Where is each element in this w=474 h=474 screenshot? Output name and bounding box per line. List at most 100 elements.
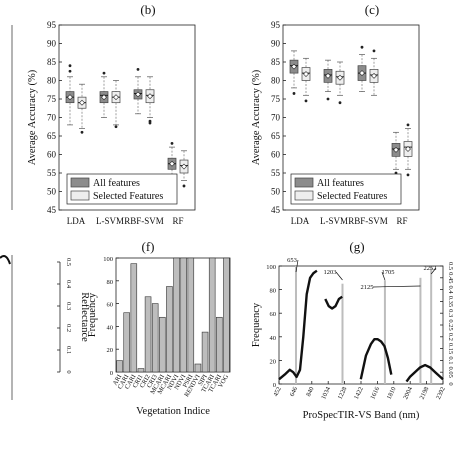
- bar: [151, 303, 159, 373]
- box-outlier: [68, 64, 72, 68]
- y-tick-label: 65: [47, 131, 57, 141]
- boxplot-panel-c: 45 50 55 60 65 70 75 80 85 90 95 Average Accuracy (…: [251, 20, 420, 226]
- legend-swatch: [294, 177, 314, 188]
- box-outlier: [114, 125, 118, 129]
- box-outlier: [170, 142, 174, 145]
- y-tick-label: 40: [270, 335, 277, 342]
- box-outlier: [148, 121, 152, 125]
- box-outlier: [406, 173, 410, 177]
- x-tick-label: 1034: [320, 385, 332, 400]
- box-mean-marker: [405, 146, 411, 152]
- legend-swatch: [294, 190, 314, 201]
- y2-tick-label: 0.15: [447, 343, 454, 354]
- x-tick-label: L-SVM: [320, 216, 348, 226]
- frequency-spike: [383, 280, 386, 384]
- y-tick-label: 60: [271, 150, 281, 160]
- y-tick-label: 20: [270, 358, 277, 365]
- bar: [180, 257, 187, 373]
- box-outlier: [304, 99, 308, 103]
- box-outlier: [292, 92, 296, 95]
- y2-tick-label: 0.1: [447, 356, 454, 364]
- box-mean-marker: [359, 70, 365, 77]
- x-tick-label: 1616: [369, 385, 381, 400]
- x-tick-label: RBF-SVM: [348, 216, 388, 226]
- y-tick-label: 80: [107, 279, 114, 286]
- bar: [173, 257, 180, 373]
- box-mean-marker: [291, 63, 297, 70]
- plot-frame: [115, 257, 231, 373]
- y-tick-label: 85: [271, 57, 281, 67]
- y-tick-label: 80: [271, 76, 281, 86]
- box-mean-marker: [101, 94, 107, 101]
- bar: [159, 316, 166, 373]
- y-tick-label: 95: [271, 20, 281, 30]
- y2-tick-label: 0.05: [447, 367, 454, 378]
- y-axis-label: Frequency: [251, 302, 262, 347]
- y-tick-label: 20: [107, 347, 114, 354]
- bar: [166, 286, 173, 373]
- box-outlier: [182, 184, 186, 188]
- band-annotation: 1203: [324, 269, 337, 276]
- legend-label: All features: [93, 178, 140, 189]
- bar: [123, 312, 130, 373]
- y-tick-label: 60: [47, 150, 57, 160]
- y2-tick-label: 0.4: [447, 286, 454, 295]
- box-mean-marker: [181, 163, 187, 170]
- x-tick-label: RF: [396, 216, 407, 226]
- box-mean-marker: [393, 146, 399, 153]
- y-axis-label: Average Accuracy (%): [251, 69, 262, 165]
- box-mean-marker: [113, 94, 119, 101]
- legend-swatch: [70, 177, 90, 188]
- panel-label-f: (f): [142, 239, 155, 254]
- band-annotation: 2252: [424, 265, 437, 272]
- boxplot-panel-b: 45 50 55 60 65 70 75 80 85 90 95 Average Accuracy (…: [27, 20, 196, 226]
- x-tick-label: 646: [289, 385, 300, 397]
- box-outlier: [68, 69, 72, 73]
- reflectance-curve: [278, 269, 318, 381]
- bar: [144, 296, 152, 373]
- y-tick-label: 100: [266, 264, 276, 271]
- annotation-arrow: [295, 259, 299, 273]
- frequency-spike: [419, 277, 422, 384]
- y2-tick-label: 0.25: [447, 319, 454, 330]
- legend-label: All features: [317, 178, 364, 189]
- y2-tick-label: 0.35: [447, 296, 454, 307]
- box-outlier: [406, 123, 410, 127]
- x-axis-label: Vegetation Indice: [136, 406, 210, 417]
- reflectance-curve: [324, 295, 343, 310]
- y2-tick-label: 0.3: [447, 309, 454, 317]
- bar: [187, 257, 195, 373]
- x-tick-label: ARI: [112, 374, 124, 387]
- box-mean-marker: [371, 72, 377, 79]
- x-axis-label: ProSpecTIR-VS Band (nm): [303, 410, 420, 421]
- y-tick-label: 60: [107, 302, 114, 309]
- y-tick-label: 55: [271, 168, 281, 178]
- y2-tick-label: 0.5: [65, 258, 72, 266]
- x-tick-label: LDA: [67, 216, 86, 226]
- y2-tick-label: 0.5: [447, 262, 454, 270]
- y-tick-label: 70: [271, 113, 281, 123]
- y-tick-label: 60: [270, 311, 277, 318]
- x-tick-label: L-SVM: [96, 216, 124, 226]
- y-tick-label: 95: [47, 20, 57, 30]
- box-mean-marker: [169, 160, 175, 167]
- y-tick-label: 100: [103, 256, 113, 263]
- reflectance-curve: [405, 363, 444, 383]
- y2-tick-label: 0.1: [65, 346, 72, 354]
- box-outlier: [360, 45, 364, 49]
- x-tick-label: 2004: [402, 385, 414, 400]
- panel-label-g: (g): [349, 239, 364, 254]
- bar: [223, 257, 230, 373]
- y2-tick-label: 0: [65, 370, 72, 373]
- bar-panel-f: 020406080100FrequencyARICARICARICRI1CRI2…: [57, 256, 231, 417]
- box-outlier: [102, 71, 106, 75]
- box-mean-marker: [135, 91, 141, 98]
- legend-swatch: [70, 190, 90, 201]
- y-tick-label: 55: [47, 168, 57, 178]
- y-tick-label: 0: [110, 370, 113, 377]
- panel-label-c: (c): [365, 2, 379, 17]
- y-tick-label: 80: [270, 288, 277, 295]
- y-tick-label: 70: [47, 113, 57, 123]
- y2-tick-label: 0.45: [447, 272, 454, 283]
- band-annotation: 2125: [361, 284, 374, 291]
